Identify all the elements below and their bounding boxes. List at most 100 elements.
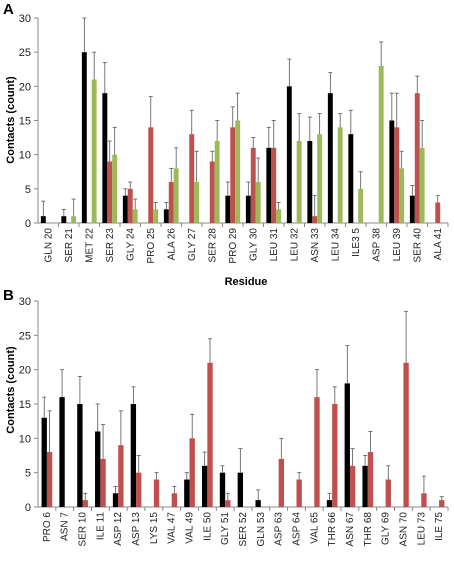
bar-green	[132, 209, 138, 223]
bar-red	[153, 479, 160, 507]
bar-black	[202, 465, 208, 507]
x-tick-label: ILE 75	[434, 512, 445, 541]
y-tick-label: 15	[19, 399, 31, 411]
bar-red	[107, 161, 113, 223]
panel-a-xlabel: Residue	[225, 276, 268, 288]
y-tick-label: 0	[25, 502, 31, 514]
x-tick-label: ASP 64	[291, 512, 302, 546]
x-tick-label: VAL 47	[167, 512, 178, 544]
bar-red	[414, 93, 420, 224]
bar-red	[100, 458, 106, 507]
bar-black	[112, 493, 119, 507]
bar-green	[399, 168, 405, 223]
bar-black	[219, 472, 226, 507]
x-tick-label: GLY 30	[248, 228, 259, 261]
x-tick-label: ASP 38	[371, 228, 382, 262]
panel-a-ylabel: Contacts (count)	[5, 76, 17, 164]
bar-red	[136, 472, 142, 507]
bar-black	[81, 52, 87, 223]
bar-green	[296, 141, 302, 223]
x-tick-label: LEU 32	[289, 228, 300, 262]
bar-red	[296, 479, 302, 507]
bar-green	[194, 182, 200, 223]
bar-red	[312, 216, 318, 223]
bar-red	[225, 500, 231, 507]
x-tick-label: ALA 26	[166, 228, 177, 261]
bar-green	[153, 209, 159, 223]
y-tick-label: 5	[25, 184, 31, 196]
bar-red	[148, 127, 154, 223]
bar-black	[122, 195, 128, 223]
bar-red	[118, 445, 124, 507]
bar-red	[189, 134, 195, 223]
bar-red	[271, 147, 277, 223]
bar-red	[189, 438, 195, 507]
bar-black	[307, 141, 313, 223]
bar-black	[348, 134, 354, 223]
bar-red	[230, 127, 236, 223]
bar-green	[173, 168, 179, 223]
x-tick-label: SER 10	[78, 512, 89, 547]
x-tick-label: ASN 67	[345, 512, 356, 547]
x-tick-label: SER 28	[207, 228, 218, 263]
bar-black	[245, 195, 251, 223]
x-tick-label: ILE3 5	[351, 228, 362, 257]
bar-black	[362, 465, 368, 507]
bar-red	[403, 362, 409, 507]
x-tick-label: SER 23	[105, 228, 116, 263]
x-tick-label: GLY 27	[187, 228, 198, 261]
y-tick-label: 25	[19, 330, 31, 342]
x-tick-label: SER 40	[412, 228, 423, 263]
bar-black	[95, 431, 101, 507]
x-tick-label: PRO 25	[146, 228, 157, 264]
bar-black	[327, 93, 333, 224]
bar-green	[91, 79, 97, 223]
bar-black	[102, 93, 108, 224]
bar-black	[41, 417, 47, 507]
bar-red	[168, 182, 174, 223]
bar-red	[46, 452, 53, 507]
bar-green	[276, 209, 282, 223]
x-tick-label: LYS 15	[149, 512, 160, 544]
bar-black	[255, 500, 261, 507]
bar-green	[214, 141, 220, 223]
x-tick-label: ASP 13	[131, 512, 142, 546]
bar-red	[82, 500, 88, 507]
bar-black	[225, 195, 231, 223]
bar-red	[171, 493, 178, 507]
x-tick-label: GLN 53	[256, 512, 267, 547]
bar-green	[112, 154, 118, 223]
x-tick-label: ILE 11	[95, 512, 106, 541]
bar-black	[344, 383, 350, 507]
x-tick-label: GLY 24	[125, 228, 136, 261]
x-tick-label: LEU 73	[416, 512, 427, 546]
x-tick-label: PRO 29	[228, 228, 239, 264]
x-tick-label: ILE 50	[202, 512, 213, 541]
y-tick-label: 30	[19, 13, 31, 25]
bar-black	[184, 479, 190, 507]
bar-green	[317, 134, 323, 223]
y-tick-label: 0	[25, 218, 31, 230]
panel-letter-a: A	[3, 1, 14, 18]
x-tick-label: VAL 49	[185, 512, 196, 544]
bar-black	[163, 209, 169, 223]
x-tick-label: ASN 70	[398, 512, 409, 547]
panel-b-chart: 0 5 10 15 20 25 30 PRO 6 ASN 7 SER 10 ILE 11 ASP 12…	[19, 296, 449, 547]
x-tick-label: ASP 63	[274, 512, 285, 546]
y-tick-label: 15	[19, 116, 31, 128]
bar-black	[326, 500, 333, 507]
panel-letter-b: B	[3, 287, 14, 304]
bar-green	[235, 120, 241, 223]
x-tick-label: ASN 33	[310, 228, 321, 263]
bar-green	[358, 188, 364, 223]
x-tick-label: ASN 7	[60, 512, 71, 541]
bar-red	[421, 493, 427, 507]
bar-red	[127, 188, 133, 223]
x-tick-label: ALA 41	[433, 228, 444, 261]
bar-black	[237, 472, 243, 507]
bar-red	[435, 202, 441, 223]
bar-red	[332, 404, 338, 507]
y-tick-label: 10	[19, 150, 31, 162]
x-tick-label: GLY 69	[381, 512, 392, 545]
